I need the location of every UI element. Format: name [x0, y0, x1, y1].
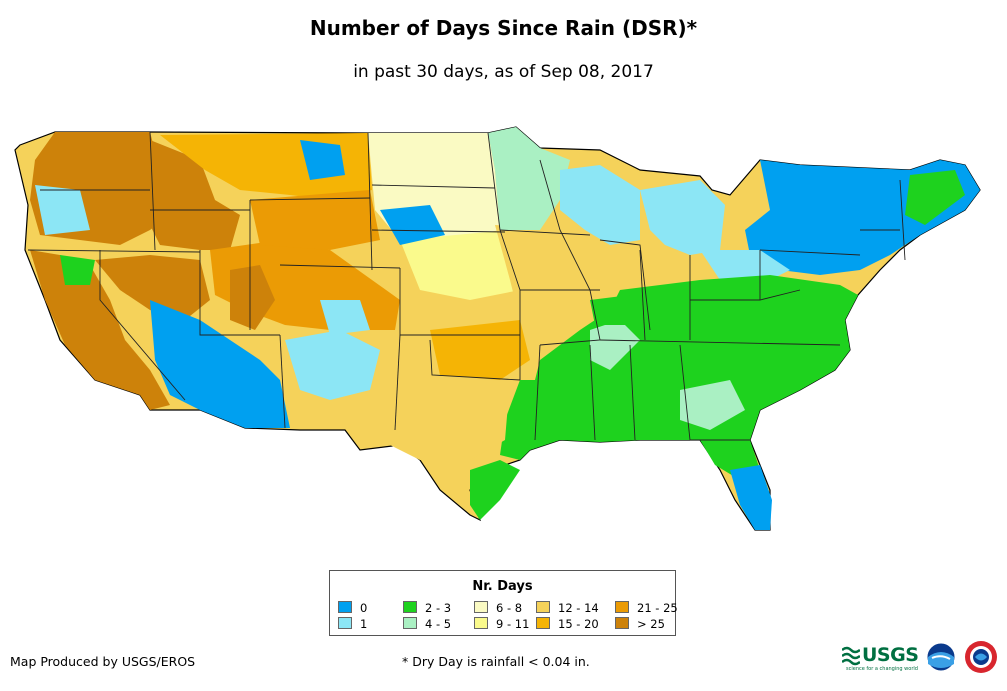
legend-swatch — [338, 617, 352, 629]
region-green-gulf-coast — [470, 460, 520, 520]
region-green-east-texas — [500, 380, 560, 460]
region-orange-wyoming — [250, 190, 380, 250]
legend-swatch — [403, 601, 417, 613]
patch-blue-montana — [300, 140, 345, 180]
legend-item: 21 - 25 — [615, 601, 678, 615]
patch-blue-nebraska — [380, 205, 445, 245]
usgs-wave-icon — [842, 646, 860, 666]
usgs-tagline: science for a changing world — [846, 666, 918, 672]
legend-item: > 25 — [615, 617, 665, 631]
legend-label: 9 - 11 — [496, 617, 530, 631]
legend-item: 12 - 14 — [536, 601, 599, 615]
legend-item: 4 - 5 — [403, 617, 451, 631]
legend-label: 21 - 25 — [637, 601, 678, 615]
legend-item: 9 - 11 — [474, 617, 529, 631]
region-pale-nebraska — [400, 230, 520, 300]
patch-green-california — [60, 255, 95, 285]
legend-item: 15 - 20 — [536, 617, 599, 631]
region-green-newengland — [905, 170, 965, 225]
region-dark-brown-idaho — [150, 140, 240, 250]
legend: Nr. Days 0 1 2 - 3 4 - 5 6 - 8 9 - 11 12 - 14 1… — [329, 570, 678, 636]
legend-title: Nr. Days — [472, 579, 533, 594]
legend-label: 4 - 5 — [425, 617, 452, 631]
patch-green-missouri — [590, 295, 630, 325]
noaa-logo-icon — [926, 642, 956, 672]
credit-text: Map Produced by USGS/EROS — [10, 654, 196, 669]
legend-swatch — [615, 617, 629, 629]
region-dark-brown-nevada — [95, 255, 210, 320]
legend-swatch — [536, 601, 550, 613]
us-dsr-map — [14, 126, 981, 531]
legend-label: 0 — [360, 601, 368, 615]
footnote-text: * Dry Day is rainfall < 0.04 in. — [402, 654, 590, 669]
region-light-green-south — [590, 320, 640, 370]
region-dark-brown-central — [230, 265, 275, 330]
legend-item: 2 - 3 — [403, 601, 451, 615]
legend-swatch — [536, 617, 550, 629]
legend-label: 1 — [360, 617, 368, 631]
region-blue-arizona — [150, 300, 290, 428]
region-light-green-minnesota — [488, 127, 570, 230]
region-dark-brown-california — [30, 250, 170, 410]
logo-strip: USGS science for a changing world — [842, 638, 1007, 678]
legend-label: > 25 — [637, 617, 665, 631]
legend-swatch — [338, 601, 352, 613]
map-subtitle: in past 30 days, as of Sep 08, 2017 — [353, 62, 654, 82]
map-title: Number of Days Since Rain (DSR)* — [309, 16, 698, 40]
legend-item: 0 — [338, 601, 367, 615]
usgs-logo-text: USGS — [862, 644, 919, 666]
legend-swatch — [474, 601, 488, 613]
region-light-blue-michigan — [640, 180, 725, 255]
legend-label: 15 - 20 — [558, 617, 599, 631]
region-light-blue-utah — [320, 300, 370, 335]
region-light-green-georgia — [680, 380, 745, 430]
legend-item: 6 - 8 — [474, 601, 522, 615]
nws-logo-icon — [965, 641, 997, 673]
region-blue-florida — [730, 465, 772, 530]
region-light-blue-wisconsin — [560, 165, 640, 245]
legend-item: 1 — [338, 617, 367, 631]
legend-swatch — [474, 617, 488, 629]
region-light-blue-newmexico — [285, 330, 380, 400]
region-yellow-texas — [350, 360, 510, 460]
legend-label: 2 - 3 — [425, 601, 452, 615]
patch-light-blue-oregon — [35, 185, 90, 235]
state-borders — [27, 131, 906, 441]
legend-swatch — [615, 601, 629, 613]
legend-label: 12 - 14 — [558, 601, 599, 615]
legend-swatch — [403, 617, 417, 629]
legend-label: 6 - 8 — [496, 601, 523, 615]
